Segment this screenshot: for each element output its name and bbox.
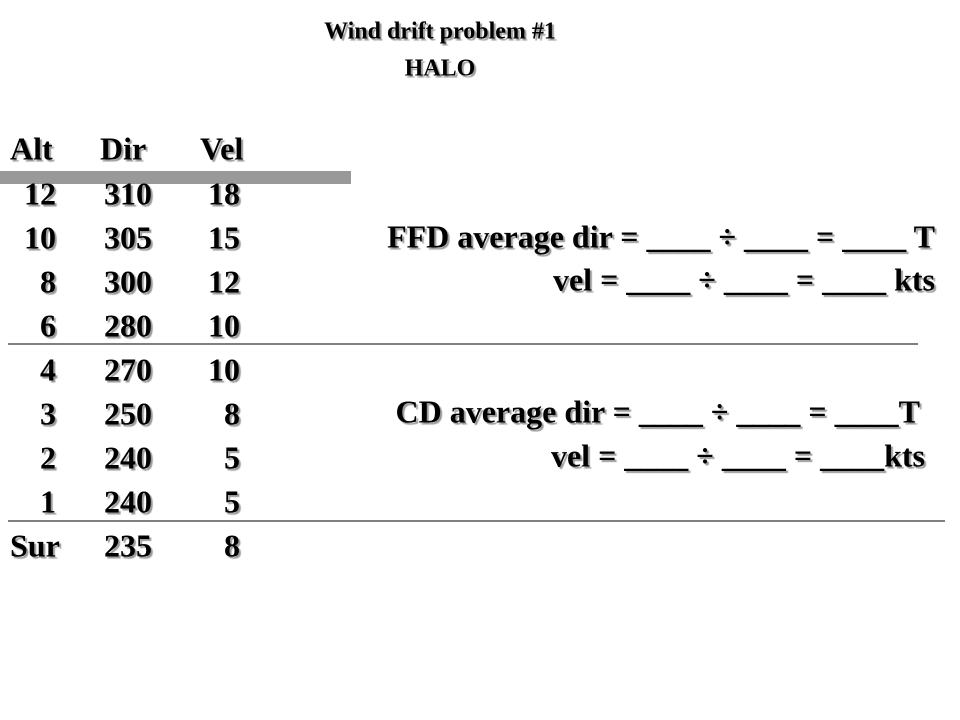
- cell: 2: [40, 439, 56, 475]
- header-bar: [0, 171, 351, 184]
- column-header: Alt: [10, 130, 53, 166]
- cell: 305: [104, 219, 152, 255]
- formula: FFD average dir = ____ ÷ ____ = ____ T: [387, 218, 935, 254]
- cell: Sur: [10, 527, 60, 563]
- cell: 310: [104, 175, 152, 211]
- cell: 5: [224, 439, 240, 475]
- cell: 240: [104, 483, 152, 519]
- cell: 10: [24, 219, 56, 255]
- cell: 10: [208, 351, 240, 387]
- cell: 270: [104, 351, 152, 387]
- formula: CD average dir = ____ ÷ ____ = ____T: [395, 393, 920, 429]
- cell: 8: [40, 263, 56, 299]
- subtitle: HALO: [405, 56, 476, 82]
- cell: 12: [24, 175, 56, 211]
- cell: 18: [208, 175, 240, 211]
- cell: 1: [40, 483, 56, 519]
- cell: 235: [104, 527, 152, 563]
- cell: 8: [224, 527, 240, 563]
- cell: 6: [40, 307, 56, 343]
- cell: 250: [104, 395, 152, 431]
- formula: vel = ____ ÷ ____ = ____kts: [551, 437, 925, 473]
- cell: 10: [208, 307, 240, 343]
- title: Wind drift problem #1: [324, 19, 556, 45]
- column-header: Vel: [200, 130, 243, 166]
- cell: 3: [40, 395, 56, 431]
- cell: 240: [104, 439, 152, 475]
- cell: 8: [224, 395, 240, 431]
- cell: 12: [208, 263, 240, 299]
- cell: 4: [40, 351, 56, 387]
- cell: 15: [208, 219, 240, 255]
- cell: 5: [224, 483, 240, 519]
- column-header: Dir: [100, 130, 146, 166]
- cell: 280: [104, 307, 152, 343]
- formula: vel = ____ ÷ ____ = ____ kts: [553, 261, 935, 297]
- cell: 300: [104, 263, 152, 299]
